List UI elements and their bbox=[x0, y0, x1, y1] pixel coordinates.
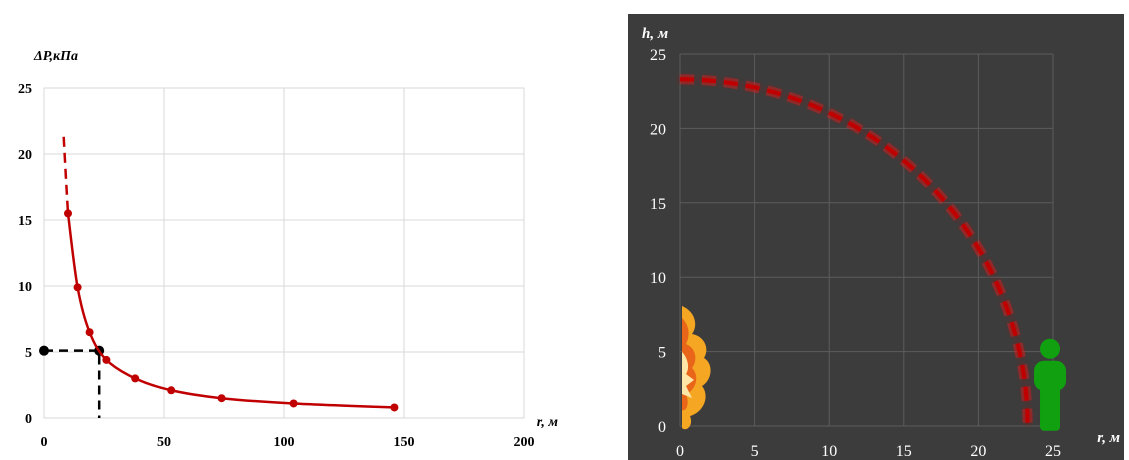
y-tick-label: 20 bbox=[650, 121, 666, 138]
series-line-dashed bbox=[62, 136, 70, 214]
y-tick-label: 0 bbox=[25, 412, 32, 427]
data-point bbox=[390, 403, 399, 412]
data-point bbox=[102, 355, 111, 364]
person-head bbox=[1040, 338, 1061, 359]
chart-pressure-vs-distance: 0 50 100 150 200 0 5 10 15 20 25 ΔP,кПа r, м bbox=[18, 49, 559, 450]
grid bbox=[43, 87, 525, 419]
y-tick-label: 20 bbox=[18, 148, 32, 163]
data-point bbox=[85, 328, 94, 337]
x-tick-label: 200 bbox=[514, 435, 535, 450]
y-tick-label: 25 bbox=[18, 82, 32, 97]
series bbox=[679, 74, 1033, 427]
y-tick-label: 10 bbox=[650, 270, 666, 287]
y-tick-label: 15 bbox=[18, 214, 32, 229]
annotation-dashed bbox=[39, 345, 105, 418]
x-tick-label: 25 bbox=[1045, 443, 1061, 460]
annotation-point-axis bbox=[39, 345, 49, 356]
x-tick-label: 5 bbox=[751, 443, 759, 460]
series-line-dashed-arc bbox=[679, 77, 1030, 427]
series-line-solid bbox=[66, 213, 395, 409]
person-icon bbox=[1034, 338, 1067, 431]
x-tick-label: 10 bbox=[821, 443, 837, 460]
x-tick-label: 0 bbox=[676, 443, 684, 460]
series bbox=[62, 136, 399, 412]
x-tick-label: 100 bbox=[274, 435, 295, 450]
tick-labels: 0 5 10 15 20 25 0 5 10 15 20 25 bbox=[650, 47, 1061, 460]
y-tick-label: 10 bbox=[18, 280, 32, 295]
x-tick-label: 50 bbox=[157, 435, 171, 450]
data-point bbox=[289, 399, 298, 408]
x-tick-label: 150 bbox=[394, 435, 415, 450]
plot-area-border bbox=[43, 87, 525, 419]
chart-height-vs-distance: 0 5 10 15 20 25 0 5 10 15 20 25 h, м r, м bbox=[628, 14, 1124, 460]
annotation-line bbox=[44, 349, 101, 418]
y-tick-label: 5 bbox=[25, 346, 32, 361]
y-tick-label: 25 bbox=[650, 47, 666, 64]
x-tick-label: 20 bbox=[970, 443, 986, 460]
tick-labels: 0 50 100 150 200 0 5 10 15 20 25 bbox=[18, 82, 535, 450]
data-point bbox=[167, 386, 176, 395]
y-axis-label: h, м bbox=[642, 26, 668, 42]
data-point bbox=[131, 374, 140, 383]
data-point bbox=[73, 283, 82, 292]
x-axis-label: r, м bbox=[1097, 430, 1120, 446]
x-axis-label: r, м bbox=[537, 415, 559, 430]
person-legs bbox=[1040, 384, 1061, 431]
y-tick-label: 0 bbox=[658, 419, 666, 436]
y-tick-label: 5 bbox=[658, 345, 666, 362]
x-tick-label: 15 bbox=[896, 443, 912, 460]
explosion-icon bbox=[682, 306, 711, 430]
x-tick-label: 0 bbox=[41, 435, 48, 450]
data-point bbox=[217, 394, 226, 403]
y-tick-label: 15 bbox=[650, 196, 666, 213]
y-axis-label: ΔP,кПа bbox=[33, 49, 78, 64]
person-body bbox=[1034, 360, 1067, 391]
data-point bbox=[64, 209, 72, 218]
